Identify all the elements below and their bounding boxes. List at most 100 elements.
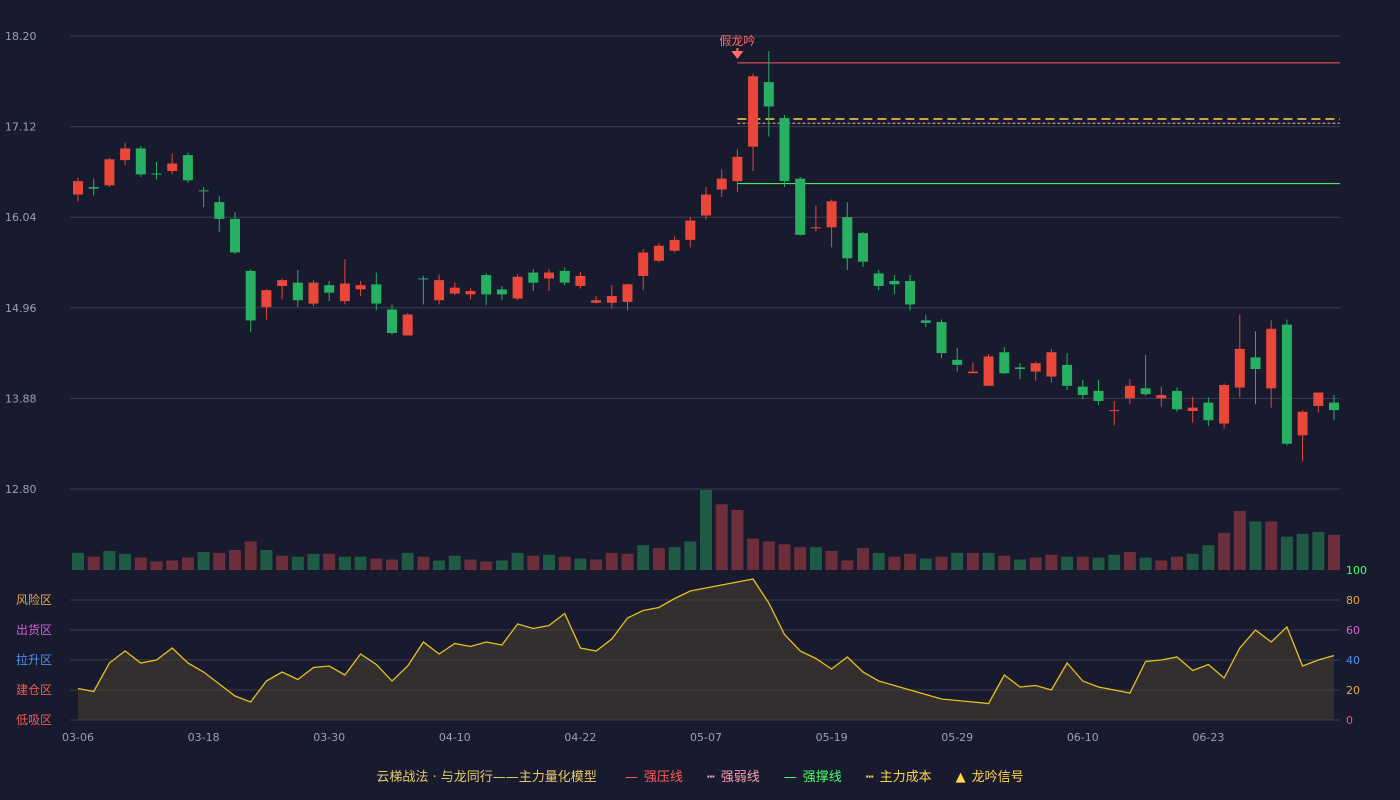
false-dragon-label: 假龙吟 <box>719 33 755 48</box>
price-axis-labels: 18.20 17.12 16.04 14.96 13.88 12.80 <box>5 30 37 496</box>
volume-bar <box>1202 545 1215 570</box>
candle-body <box>261 290 272 307</box>
zone-label: 低吸区 <box>16 713 52 727</box>
volume-bar <box>574 558 587 570</box>
candle-body <box>1266 328 1277 389</box>
volume-bar <box>794 547 807 570</box>
volume-bar <box>982 552 995 570</box>
legend-item[interactable]: ┅ 强弱线 <box>707 766 760 785</box>
date-tick-label: 03-18 <box>188 731 220 744</box>
volume-bar <box>558 556 571 570</box>
candle-body <box>701 194 711 216</box>
volume-bar <box>448 555 461 570</box>
legend-label: 龙吟信号 <box>971 770 1024 785</box>
volume-bar <box>197 551 210 570</box>
volume-bar <box>935 556 948 570</box>
price-tick-label: 18.20 <box>5 30 37 43</box>
candle-body <box>575 275 586 286</box>
candle-body <box>528 272 539 283</box>
volume-bar <box>966 552 979 570</box>
candlestick-series <box>73 51 1339 462</box>
volume-bar <box>668 547 681 570</box>
volume-bar <box>1296 533 1309 570</box>
volume-bar <box>354 556 367 570</box>
price-tick-label: 12.80 <box>5 483 37 496</box>
legend-swatch-icon: ▲ <box>955 770 966 785</box>
candle-body <box>135 148 146 175</box>
candle-body <box>748 76 759 147</box>
volume-bar <box>72 552 84 570</box>
legend-label: 主力成本 <box>879 770 932 785</box>
volume-bar <box>1218 532 1231 570</box>
candle-body <box>198 190 209 192</box>
candle-body <box>1313 392 1324 406</box>
indicator-tick-label: 80 <box>1346 594 1360 607</box>
volume-bar <box>134 557 147 570</box>
date-tick-label: 05-19 <box>816 731 848 744</box>
candle-body <box>1234 348 1245 388</box>
volume-bar <box>778 544 791 570</box>
candle-body <box>308 282 319 304</box>
volume-bar <box>527 555 540 570</box>
volume-bar <box>1186 553 1199 570</box>
candle-body <box>716 178 727 190</box>
legend-title: 云梯战法 · 与龙同行——主力量化模型 <box>376 770 597 785</box>
volume-bar <box>888 556 901 570</box>
candle-body <box>387 309 397 333</box>
price-tick-label: 16.04 <box>5 211 37 224</box>
legend-item[interactable]: — 强压线 <box>625 766 683 785</box>
volume-bar <box>1014 559 1026 570</box>
candle-body <box>967 371 978 374</box>
volume-bar <box>119 553 132 570</box>
candle-body <box>1219 384 1230 424</box>
candle-body <box>1297 411 1308 436</box>
indicator-tick-label: 40 <box>1346 654 1360 667</box>
candle-body <box>1077 386 1088 396</box>
volume-bar <box>370 558 383 570</box>
candle-body <box>905 280 916 305</box>
volume-bar <box>543 554 555 570</box>
volume-bar <box>919 558 932 570</box>
candle-body <box>685 220 696 240</box>
legend-item[interactable]: ┅ 主力成本 <box>866 766 932 785</box>
candle-body <box>1015 367 1025 370</box>
candle-body <box>1093 390 1104 401</box>
candle-body <box>1250 357 1261 370</box>
volume-bar <box>1139 557 1152 570</box>
candle-body <box>1140 388 1151 395</box>
candle-body <box>355 285 366 290</box>
candle-body <box>591 300 602 303</box>
legend-item[interactable]: ▲ 龙吟信号 <box>956 766 1024 785</box>
legend-label: 强撑线 <box>802 770 842 785</box>
volume-bar <box>307 553 320 570</box>
candle-body <box>606 296 617 303</box>
legend-item[interactable]: — 强撑线 <box>784 766 842 785</box>
volume-bar <box>904 553 917 570</box>
volume-bar <box>150 561 163 570</box>
volume-bar <box>762 541 775 570</box>
indicator-tick-label: 0 <box>1346 714 1353 727</box>
candle-body <box>936 322 947 354</box>
dragon-signal: 假龙吟 <box>719 33 755 59</box>
volume-bar <box>809 547 822 570</box>
candle-body <box>324 285 335 293</box>
candle-body <box>1062 364 1073 386</box>
candle-body <box>559 270 570 283</box>
candle-body <box>544 272 554 279</box>
date-tick-label: 04-22 <box>564 731 596 744</box>
chart-legend: 云梯战法 · 与龙同行——主力量化模型 — 强压线 ┅ 强弱线 — 强撑线 ┅ 主力成本 ▲ 龙吟… <box>0 766 1400 785</box>
zone-label: 建仓区 <box>16 683 52 697</box>
date-tick-label: 06-23 <box>1192 731 1224 744</box>
volume-bar <box>181 557 194 570</box>
volume-bar <box>260 550 273 570</box>
legend-label: 强弱线 <box>720 770 760 785</box>
volume-bars <box>70 488 1340 570</box>
volume-bar <box>1265 521 1278 570</box>
volume-bar <box>1092 557 1105 570</box>
volume-bar <box>244 541 257 570</box>
candle-body <box>810 227 821 229</box>
indicator-tick-label: 60 <box>1346 624 1360 637</box>
price-grid <box>70 35 1340 490</box>
volume-bar <box>433 560 446 570</box>
